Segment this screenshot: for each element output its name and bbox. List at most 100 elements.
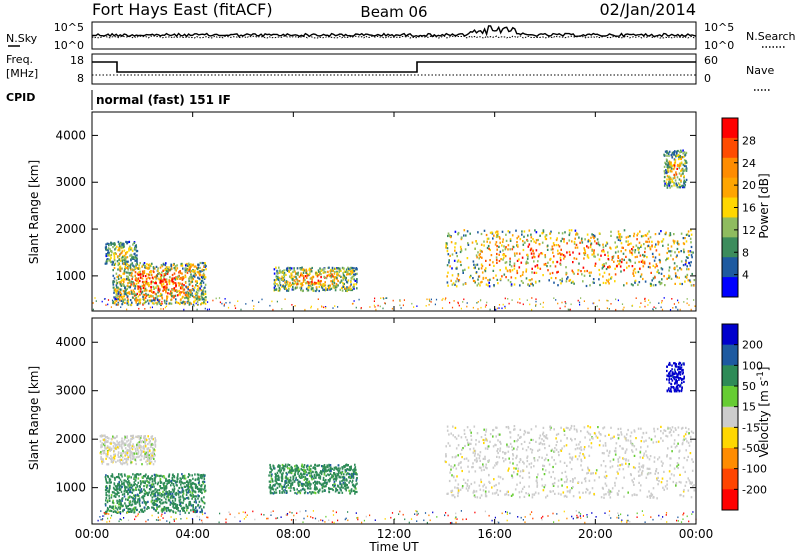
- data-cell: [113, 482, 116, 485]
- data-cell: [113, 254, 116, 257]
- data-cell: [342, 277, 345, 280]
- data-cell: [129, 440, 132, 443]
- data-cell: [682, 163, 685, 166]
- data-cell: [179, 504, 182, 507]
- data-cell: [671, 156, 673, 159]
- data-cell: [351, 481, 353, 484]
- data-cell: [568, 239, 571, 242]
- data-cell: [191, 280, 194, 283]
- data-cell: [124, 474, 126, 477]
- data-cell: [201, 474, 203, 477]
- data-cell: [300, 489, 302, 492]
- data-cell: [105, 457, 107, 460]
- data-cell: [329, 268, 332, 272]
- data-cell: [138, 445, 140, 448]
- data-cell: [661, 268, 664, 271]
- data-cell: [470, 431, 472, 434]
- data-cell: [287, 289, 290, 292]
- data-cell: [313, 477, 315, 480]
- data-cell: [127, 492, 129, 495]
- data-cell: [139, 270, 141, 273]
- data-cell: [337, 467, 340, 470]
- data-cell: [305, 270, 308, 273]
- data-cell: [150, 477, 152, 480]
- data-cell: [352, 283, 355, 286]
- data-cell: [189, 295, 191, 298]
- data-cell: [597, 253, 599, 256]
- data-cell: [120, 246, 123, 249]
- data-cell: [128, 247, 130, 250]
- data-cell: [193, 482, 195, 485]
- data-cell: [347, 464, 349, 467]
- data-cell: [302, 280, 305, 283]
- data-cell: [377, 304, 379, 307]
- data-cell: [290, 482, 292, 485]
- colorbar-swatch: [722, 137, 738, 159]
- data-cell: [152, 266, 155, 269]
- data-cell: [199, 505, 202, 508]
- data-cell: [639, 275, 642, 278]
- data-cell: [564, 231, 566, 234]
- data-cell: [189, 500, 191, 504]
- data-cell: [384, 302, 386, 304]
- data-cell: [288, 288, 290, 291]
- data-cell: [193, 500, 196, 503]
- data-cell: [301, 289, 304, 293]
- data-cell: [181, 264, 184, 267]
- data-cell: [172, 294, 174, 297]
- data-cell: [123, 284, 125, 287]
- data-cell: [113, 266, 116, 270]
- data-cell: [516, 241, 518, 244]
- data-cell: [150, 290, 153, 293]
- data-cell: [597, 241, 600, 244]
- data-cell: [170, 502, 173, 505]
- data-cell: [135, 475, 137, 478]
- data-cell: [399, 300, 401, 302]
- data-cell: [180, 486, 183, 489]
- data-cell: [204, 286, 206, 289]
- data-cell: [325, 474, 327, 477]
- data-cell: [146, 453, 149, 456]
- data-cell: [301, 476, 303, 479]
- data-cell: [205, 296, 207, 299]
- data-cell: [114, 478, 116, 481]
- data-cell: [150, 457, 152, 460]
- data-cell: [297, 273, 299, 276]
- data-cell: [528, 243, 531, 246]
- data-cell: [607, 251, 609, 254]
- data-cell: [187, 297, 189, 300]
- data-cell: [113, 258, 116, 261]
- data-cell: [507, 230, 510, 233]
- data-cell: [666, 163, 668, 166]
- data-cell: [336, 472, 338, 475]
- data-cell: [684, 237, 686, 240]
- data-cell: [303, 269, 306, 272]
- data-cell: [103, 441, 106, 444]
- data-cell: [344, 481, 346, 485]
- data-cell: [489, 278, 491, 281]
- data-cell: [120, 490, 123, 493]
- data-cell: [603, 496, 605, 499]
- data-cell: [178, 289, 181, 292]
- data-cell: [680, 161, 683, 164]
- data-cell: [161, 510, 164, 513]
- data-cell: [145, 460, 147, 463]
- data-cell: [278, 478, 280, 481]
- freq-label: Freq.: [6, 53, 33, 66]
- data-cell: [625, 240, 627, 243]
- data-cell: [329, 487, 332, 490]
- data-cell: [132, 243, 134, 246]
- data-cell: [453, 300, 455, 302]
- data-cell: [591, 233, 593, 236]
- data-cell: [315, 286, 318, 289]
- data-cell: [183, 296, 186, 300]
- data-cell: [587, 256, 590, 259]
- data-cell: [290, 484, 292, 487]
- data-cell: [200, 497, 203, 500]
- colorbar-tick-label: 20: [742, 179, 756, 192]
- data-cell: [156, 295, 159, 298]
- data-cell: [561, 277, 563, 280]
- data-cell: [136, 285, 139, 288]
- data-cell: [490, 254, 493, 257]
- data-cell: [138, 441, 141, 444]
